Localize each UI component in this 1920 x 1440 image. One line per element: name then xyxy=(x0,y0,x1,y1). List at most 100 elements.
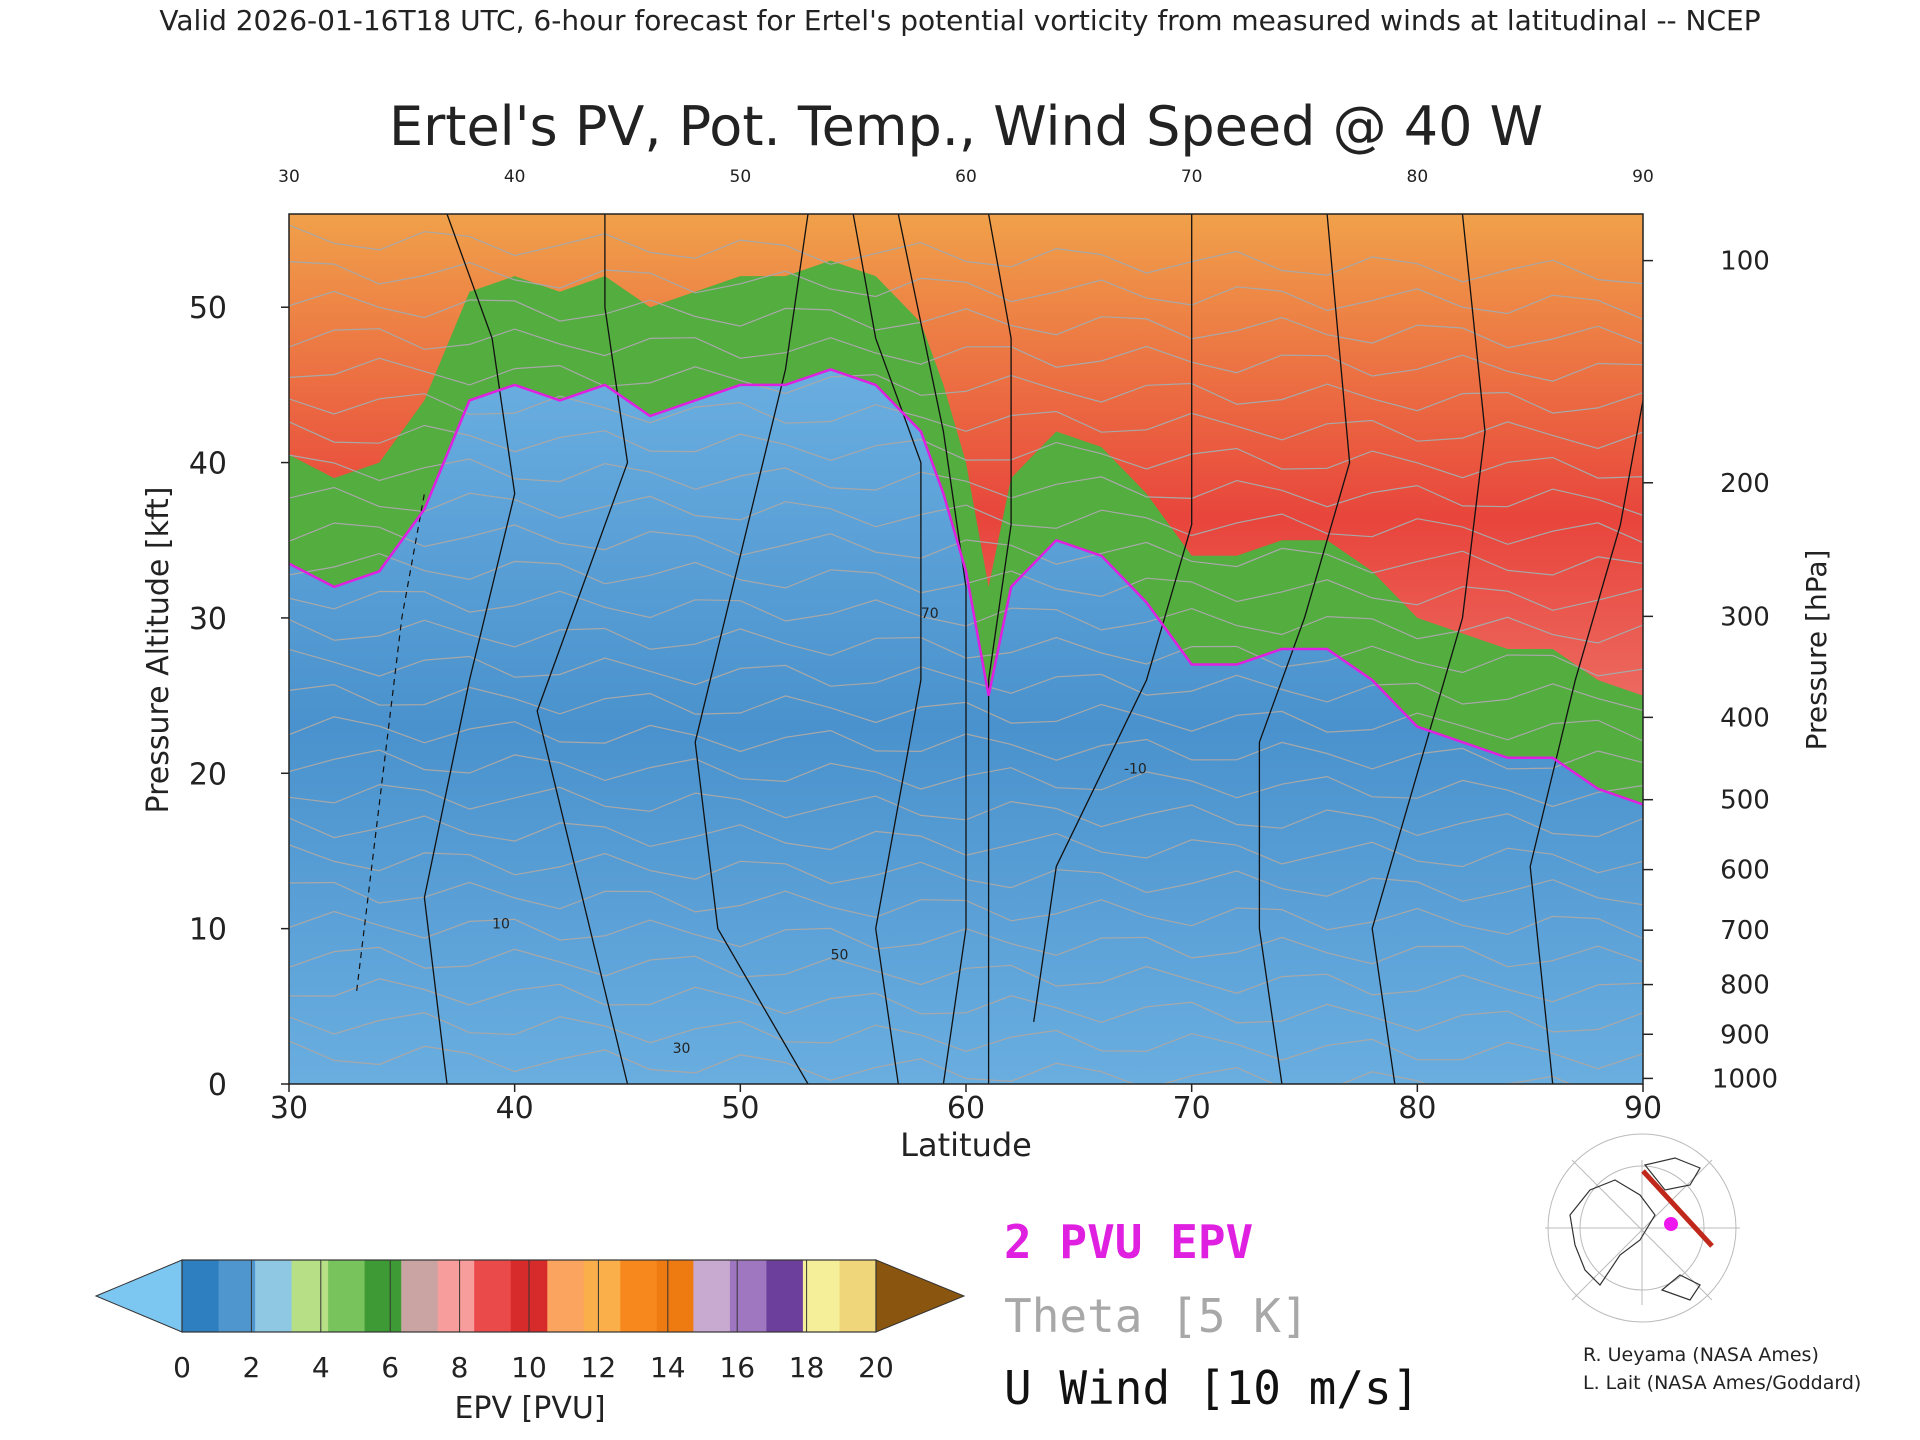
cross-section-path xyxy=(1641,1169,1714,1248)
theta-contour xyxy=(289,1011,1643,1070)
chart-title: Ertel's PV, Pot. Temp., Wind Speed @ 40 … xyxy=(389,95,1543,158)
colorbar-swatch xyxy=(547,1260,585,1332)
y-tick-label: 50 xyxy=(189,291,227,326)
colorbar-swatch xyxy=(802,1260,840,1332)
epv-colorbar: 0 2 4 6 8 10 12 14 16 18 20 xyxy=(94,1259,966,1384)
x-tick-label: 40 xyxy=(496,1091,534,1126)
credit-line-1: R. Ueyama (NASA Ames) xyxy=(1583,1344,1819,1366)
legend-epv-contour: 2 PVU EPV xyxy=(1004,1215,1253,1269)
colorbar-swatch xyxy=(766,1260,804,1332)
x-top-tick-label: 60 xyxy=(955,167,977,187)
wind-contour xyxy=(852,214,922,1084)
colorbar-tick-label: 4 xyxy=(312,1351,330,1384)
pressure-axis-label: Pressure [hPa] xyxy=(1800,550,1833,751)
x-top-tick-label: 90 xyxy=(1632,167,1654,187)
tropopause-2pvu-line xyxy=(289,368,1643,806)
x-top-tick-label: 30 xyxy=(278,167,300,187)
theta-contour xyxy=(289,1040,1572,1084)
y-axis-label: Pressure Altitude [kft] xyxy=(141,487,176,814)
colorbar-over-arrow xyxy=(875,1259,966,1333)
pressure-tick-label: 1000 xyxy=(1712,1064,1778,1094)
y-tick-label: 30 xyxy=(189,602,227,637)
legend-wind: U Wind [10 m/s] xyxy=(1004,1361,1419,1415)
colorbar-swatch xyxy=(182,1260,220,1332)
colorbar-swatch xyxy=(656,1260,694,1332)
x-axis: 30 30 40 40 50 50 60 60 70 70 80 80 90 90 xyxy=(270,167,1662,1126)
colorbar-tick-label: 0 xyxy=(173,1351,191,1384)
pressure-tick-label: 600 xyxy=(1720,856,1770,886)
theta-contour xyxy=(289,224,1643,285)
plot-area: 10 30 50 70 -10 xyxy=(289,214,1643,1084)
x-tick-label: 60 xyxy=(947,1091,985,1126)
theta-contour xyxy=(289,261,1643,320)
wind-contour-label: -10 xyxy=(1124,761,1147,777)
pressure-tick-label: 800 xyxy=(1720,971,1770,1001)
colorbar-swatch xyxy=(218,1260,256,1332)
legend-theta: Theta [5 K] xyxy=(1004,1289,1309,1343)
wind-contour xyxy=(1529,400,1643,1084)
y-tick-label: 20 xyxy=(189,757,227,792)
pressure-tick-label: 100 xyxy=(1720,247,1770,277)
theta-contour xyxy=(289,522,1643,576)
x-top-tick-label: 50 xyxy=(730,167,752,187)
colorbar-tick-label: 6 xyxy=(381,1351,399,1384)
x-axis-label: Latitude xyxy=(900,1126,1032,1164)
theta-contour xyxy=(289,393,1643,450)
theta-contour xyxy=(289,486,1643,545)
credit-line-2: L. Lait (NASA Ames/Goddard) xyxy=(1583,1372,1861,1394)
colorbar-tick-label: 2 xyxy=(242,1351,260,1384)
y-tick-label: 10 xyxy=(189,913,227,948)
wind-contour-label: 30 xyxy=(673,1041,691,1057)
pressure-tick-label: 400 xyxy=(1720,703,1770,733)
wind-contour xyxy=(1033,214,1193,1022)
pressure-tick-label: 200 xyxy=(1720,469,1770,499)
validity-header: Valid 2026-01-16T18 UTC, 6-hour forecast… xyxy=(159,4,1760,37)
x-tick-label: 50 xyxy=(721,1091,759,1126)
x-top-tick-label: 80 xyxy=(1407,167,1429,187)
wind-contour-negative xyxy=(356,493,425,991)
x-tick-label: 80 xyxy=(1398,1091,1436,1126)
colorbar-swatch xyxy=(693,1260,731,1332)
pressure-tick-label: 500 xyxy=(1720,786,1770,816)
theta-contour xyxy=(289,946,1643,1003)
colorbar-swatch xyxy=(839,1260,877,1332)
wind-contour xyxy=(987,214,1012,1084)
colorbar-swatch xyxy=(474,1260,512,1332)
theta-contour xyxy=(289,328,1643,382)
wind-contour xyxy=(897,214,967,1084)
wind-contour-label: 10 xyxy=(492,917,510,933)
colorbar-swatch xyxy=(437,1260,475,1332)
colorbar-tick-label: 16 xyxy=(719,1351,755,1384)
theta-contour xyxy=(289,454,1643,516)
wind-contour xyxy=(1371,214,1486,1084)
theta-contour xyxy=(289,421,1643,479)
wind-contour xyxy=(536,214,629,1084)
colorbar-swatch xyxy=(364,1260,402,1332)
wind-contour xyxy=(1258,214,1351,1084)
colorbar-label: EPV [PVU] xyxy=(454,1391,605,1426)
theta-contour xyxy=(289,978,1643,1033)
x-tick-label: 70 xyxy=(1173,1091,1211,1126)
pressure-tick-label: 900 xyxy=(1720,1020,1770,1050)
x-top-tick-label: 70 xyxy=(1181,167,1203,187)
theta-contour xyxy=(289,290,1643,349)
wind-contours: 10 30 50 70 -10 xyxy=(356,214,1643,1084)
colorbar-tick-label: 10 xyxy=(511,1351,547,1384)
wind-contour-label: 70 xyxy=(921,606,939,622)
wind-contour xyxy=(423,214,516,1084)
colorbar-swatch xyxy=(729,1260,767,1332)
colorbar-tick-label: 18 xyxy=(789,1351,825,1384)
pressure-axis: 100 200 300 400 500 600 700 800 900 1000 xyxy=(1643,247,1778,1094)
colorbar-tick-label: 14 xyxy=(650,1351,686,1384)
colorbar-swatch xyxy=(291,1260,329,1332)
wind-contour-label: 50 xyxy=(831,948,849,964)
colorbar-tick-label: 12 xyxy=(581,1351,617,1384)
theta-contour xyxy=(289,357,1643,414)
colorbar-tick-label: 8 xyxy=(451,1351,469,1384)
wind-contour xyxy=(694,214,809,1084)
y-tick-label: 0 xyxy=(208,1068,227,1103)
x-tick-label: 30 xyxy=(270,1091,308,1126)
colorbar-swatch xyxy=(583,1260,621,1332)
colorbar-swatch xyxy=(401,1260,439,1332)
